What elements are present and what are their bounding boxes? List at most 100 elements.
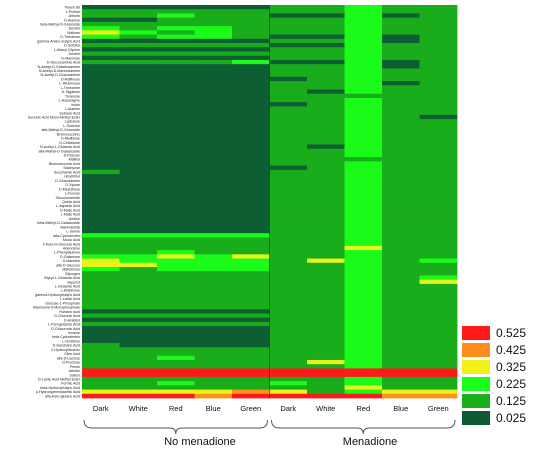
heatmap-cell	[269, 47, 308, 52]
heatmap-cell	[157, 288, 195, 293]
heatmap-cell	[419, 30, 458, 35]
heatmap-cell	[344, 152, 383, 158]
heatmap-cell	[307, 381, 345, 386]
heatmap-cell	[119, 68, 158, 74]
heatmap-cell	[269, 106, 308, 112]
heatmap-cell	[119, 85, 158, 90]
heatmap-cell	[269, 26, 308, 31]
heatmap-cell	[232, 224, 270, 230]
heatmap-cell	[382, 212, 420, 217]
heatmap-cell	[419, 144, 458, 150]
heatmap-cell	[344, 93, 383, 99]
heatmap-cell	[194, 182, 233, 188]
heatmap-cell	[157, 72, 195, 78]
heatmap-cell	[194, 330, 233, 336]
heatmap-cell	[269, 241, 308, 247]
heatmap-cell	[307, 334, 345, 340]
heatmap-cell	[194, 216, 233, 221]
heatmap-cell	[119, 305, 158, 310]
heatmap-cell	[194, 283, 233, 289]
row-label: D-Mannitol	[63, 259, 81, 263]
heatmap-cell	[157, 89, 195, 95]
heatmap-cell	[344, 313, 383, 319]
heatmap-cell	[82, 106, 120, 112]
heatmap-cell	[82, 305, 120, 310]
heatmap-cell	[119, 212, 158, 217]
heatmap-cell	[82, 89, 120, 95]
heatmap-cell	[382, 216, 420, 221]
heatmap-cell	[307, 300, 345, 306]
heatmap-cell	[82, 254, 120, 259]
row-label: D-Saccharic Acid	[53, 344, 80, 348]
heatmap-cell	[194, 5, 233, 10]
heatmap-cell	[382, 203, 420, 209]
column-label: Red	[356, 404, 371, 413]
heatmap-cell	[157, 161, 195, 166]
heatmap-cell	[382, 220, 420, 226]
heatmap-cell	[269, 38, 308, 44]
heatmap-cell	[82, 190, 120, 196]
row-label: alfa-Cyclodextrin	[53, 234, 80, 238]
heatmap-cell	[232, 203, 270, 209]
heatmap-cell	[82, 55, 120, 61]
row-label: L-Threonine	[61, 86, 80, 90]
heatmap-cell	[419, 106, 458, 112]
row-label: D-Glucuronic Acid	[51, 327, 80, 331]
heatmap-cell	[382, 199, 420, 205]
heatmap-cell	[194, 59, 233, 65]
heatmap-cell	[382, 34, 420, 40]
row-label: Dextrin	[69, 52, 80, 56]
legend-label: 0.425	[496, 343, 527, 357]
heatmap-cell	[157, 165, 195, 171]
heatmap-cell	[157, 144, 195, 150]
heatmap-cell	[82, 174, 120, 179]
heatmap-cell	[419, 317, 458, 323]
heatmap-cell	[194, 43, 233, 48]
heatmap-cell	[382, 186, 420, 192]
heatmap-cell	[157, 233, 195, 238]
heatmap-cell	[344, 385, 383, 390]
heatmap-cell	[194, 245, 233, 251]
heatmap-cell	[419, 127, 458, 133]
heatmap-cell	[269, 102, 308, 107]
heatmap-cell	[194, 334, 233, 340]
heatmap-cell	[382, 136, 420, 141]
heatmap-cell	[382, 233, 420, 238]
heatmap-cell	[269, 51, 308, 57]
heatmap-cell	[232, 13, 270, 19]
heatmap-cell	[194, 258, 233, 264]
heatmap-cell	[307, 148, 345, 154]
heatmap-cell	[419, 178, 458, 183]
heatmap-cell	[82, 364, 120, 369]
heatmap-cell	[307, 136, 345, 141]
heatmap-cell	[419, 97, 458, 103]
heatmap-cell	[232, 250, 270, 255]
heatmap-cell	[307, 237, 345, 243]
heatmap-cell	[419, 292, 458, 297]
heatmap-cell	[119, 64, 158, 69]
column-label: Red	[168, 404, 183, 413]
heatmap-cell	[307, 372, 345, 378]
legend-swatch	[462, 360, 490, 374]
heatmap-cell	[419, 17, 458, 23]
heatmap-cell	[119, 203, 158, 209]
heatmap-cell	[419, 136, 458, 141]
heatmap-cell	[269, 148, 308, 154]
heatmap-cell	[157, 38, 195, 44]
heatmap-cell	[269, 136, 308, 141]
heatmap-cell	[419, 254, 458, 259]
heatmap-cell	[232, 275, 270, 281]
heatmap-cell	[82, 152, 120, 158]
heatmap-cell	[194, 389, 233, 395]
heatmap-cell	[119, 385, 158, 390]
heatmap-cell	[232, 68, 270, 74]
heatmap-cell	[382, 237, 420, 243]
row-label: Pectin	[70, 365, 80, 369]
heatmap-cell	[419, 267, 458, 272]
heatmap-cell	[269, 13, 308, 19]
heatmap-cell	[232, 64, 270, 69]
legend-swatch	[462, 377, 490, 391]
row-label: D-Gluconic Acid	[54, 314, 80, 318]
heatmap-cell	[119, 43, 158, 48]
heatmap-cell	[232, 190, 270, 196]
